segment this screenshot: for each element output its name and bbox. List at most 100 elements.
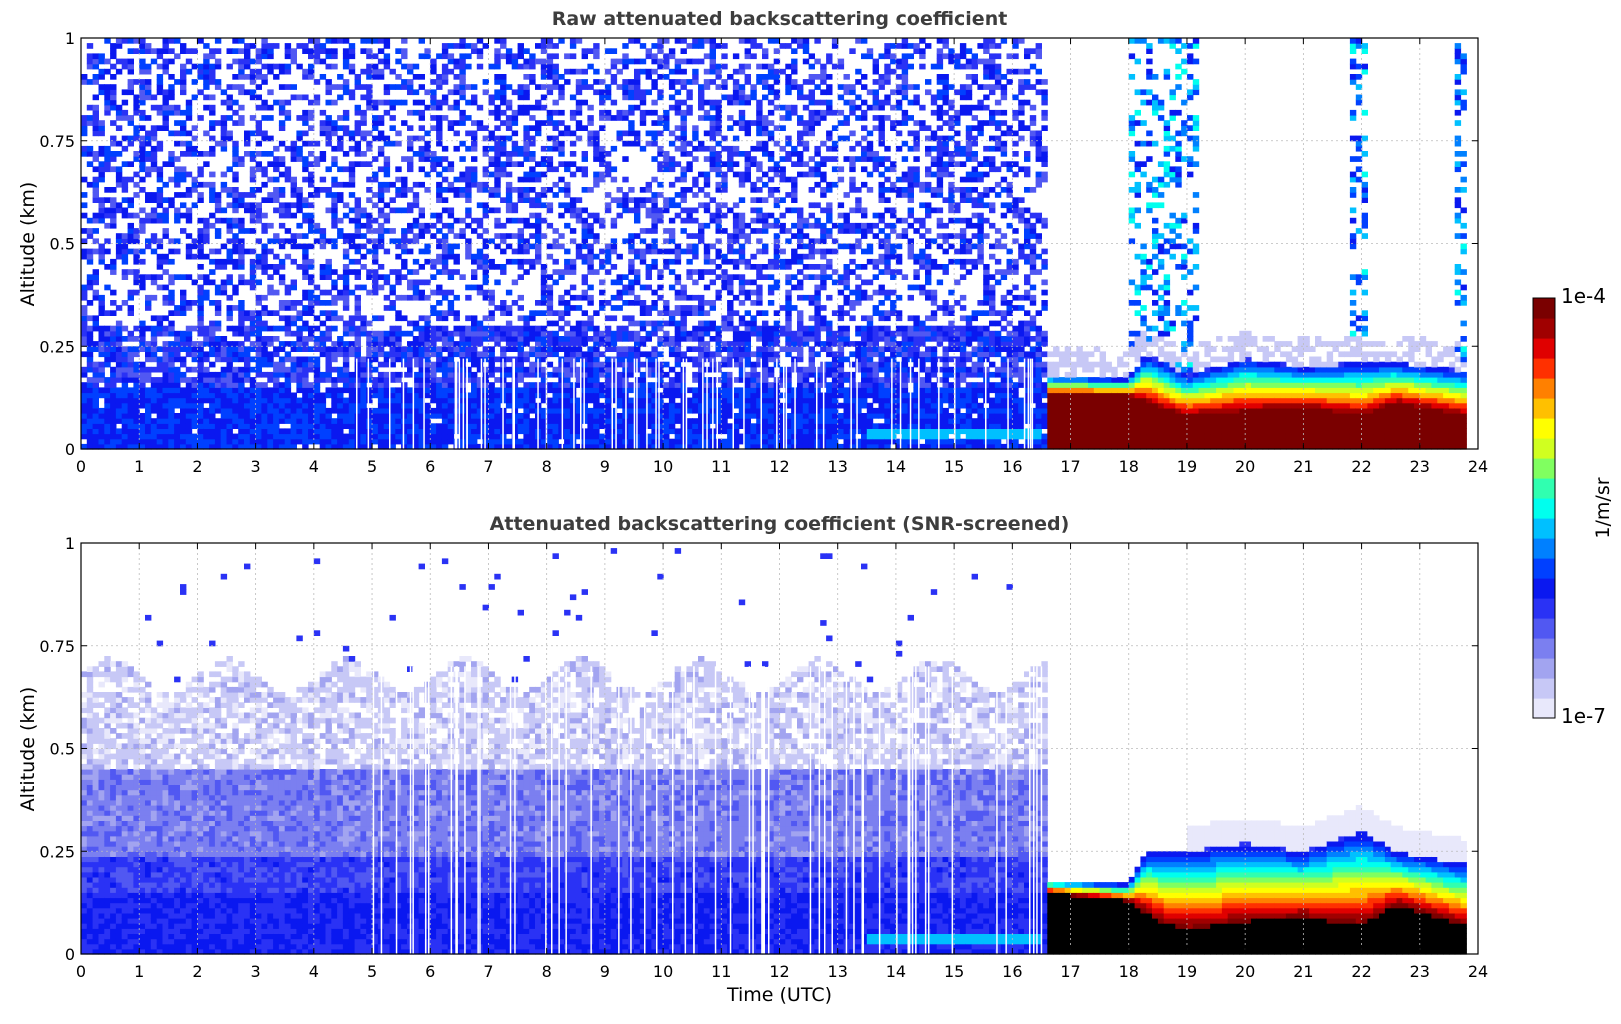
heatmap-cell — [465, 53, 472, 60]
heatmap-cell — [360, 315, 367, 322]
heatmap-cell — [575, 135, 583, 142]
heatmap-cell — [354, 413, 361, 419]
heatmap-cell — [476, 407, 484, 414]
heatmap-cell — [529, 402, 536, 409]
heatmap-cell — [92, 109, 99, 116]
heatmap-cell — [249, 269, 257, 275]
heatmap-cell — [121, 438, 129, 445]
heatmap-cell — [278, 212, 286, 219]
heatmap-cell — [377, 38, 385, 44]
heatmap-cell — [686, 140, 693, 147]
heatmap-cell — [133, 151, 140, 157]
heatmap-cell — [115, 428, 123, 435]
heatmap-cell — [284, 341, 292, 347]
heatmap-cell — [476, 366, 484, 373]
heatmap-cell — [331, 341, 338, 347]
heatmap-cell — [424, 248, 431, 255]
heatmap-cell — [674, 58, 682, 65]
heatmap-cell — [540, 104, 548, 111]
heatmap-cell — [569, 43, 577, 49]
heatmap-cell — [383, 407, 391, 414]
heatmap-cell — [267, 413, 274, 419]
heatmap-cell — [616, 423, 623, 429]
heatmap-cell — [622, 176, 629, 183]
heatmap-cell — [581, 258, 588, 265]
heatmap-cell — [634, 253, 641, 260]
heatmap-cell — [645, 130, 652, 137]
heatmap-cell — [575, 366, 583, 373]
heatmap-cell — [604, 402, 612, 409]
heatmap-cell — [354, 402, 361, 409]
heatmap-cell — [81, 120, 88, 126]
heatmap-cell — [558, 433, 565, 440]
heatmap-cell — [395, 207, 402, 214]
heatmap-cell — [639, 351, 647, 358]
heatmap-cell — [569, 171, 577, 178]
heatmap-cell — [150, 397, 158, 404]
heatmap-cell — [540, 371, 548, 378]
heatmap-cell — [500, 238, 507, 245]
heatmap-cell — [412, 371, 420, 378]
heatmap-cell — [81, 305, 88, 311]
heatmap-cell — [663, 202, 670, 209]
heatmap-cell — [377, 423, 385, 429]
heatmap-cell — [255, 300, 262, 306]
heatmap-cell — [645, 387, 652, 394]
heatmap-cell — [599, 387, 606, 394]
heatmap-cell — [92, 238, 99, 245]
heatmap-cell — [680, 289, 687, 296]
heatmap-cell — [686, 397, 693, 404]
heatmap-cell — [290, 176, 297, 183]
heatmap-cell — [616, 325, 623, 332]
heatmap-cell — [535, 351, 542, 358]
heatmap-cell — [115, 115, 123, 121]
heatmap-cell — [98, 125, 105, 131]
heatmap-cell — [308, 212, 315, 219]
heatmap-cell — [459, 38, 466, 44]
heatmap-cell — [628, 89, 635, 96]
heatmap-cell — [372, 366, 379, 373]
heatmap-cell — [663, 58, 670, 65]
heatmap-cell — [249, 413, 257, 419]
heatmap-cell — [185, 300, 193, 306]
heatmap-cell — [698, 140, 705, 147]
heatmap-cell — [436, 238, 443, 245]
heatmap-cell — [203, 438, 210, 445]
heatmap-cell — [500, 53, 507, 60]
heatmap-cell — [634, 341, 641, 347]
heatmap-cell — [273, 176, 280, 183]
heatmap-cell — [540, 387, 548, 394]
heatmap-cell — [98, 253, 105, 260]
heatmap-cell — [692, 423, 699, 429]
heatmap-cell — [325, 264, 332, 270]
heatmap-cell — [593, 79, 600, 85]
heatmap-cell — [232, 433, 239, 440]
heatmap-cell — [628, 346, 635, 352]
heatmap-cell — [395, 243, 402, 250]
heatmap-cell — [249, 443, 257, 450]
heatmap-cell — [220, 443, 228, 450]
heatmap-cell — [220, 387, 228, 394]
heatmap-cell — [453, 74, 460, 80]
heatmap-cell — [628, 140, 635, 147]
heatmap-cell — [150, 58, 158, 65]
heatmap-cell — [168, 151, 175, 157]
heatmap-cell — [185, 305, 193, 311]
heatmap-cell — [651, 325, 658, 332]
heatmap-cell — [98, 423, 105, 429]
heatmap-cell — [156, 428, 164, 435]
heatmap-cell — [127, 289, 134, 296]
heatmap-cell — [354, 371, 361, 378]
heatmap-cell — [313, 433, 321, 440]
heatmap-cell — [354, 197, 361, 203]
heatmap-cell — [331, 212, 338, 219]
heatmap-cell — [197, 438, 204, 445]
heatmap-cell — [214, 407, 222, 414]
heatmap-cell — [127, 84, 134, 90]
heatmap-cell — [244, 89, 251, 96]
heatmap-cell — [482, 181, 489, 188]
heatmap-cell — [564, 192, 571, 198]
heatmap-cell — [546, 407, 554, 414]
heatmap-cell — [476, 377, 484, 383]
heatmap-cell — [290, 371, 297, 378]
